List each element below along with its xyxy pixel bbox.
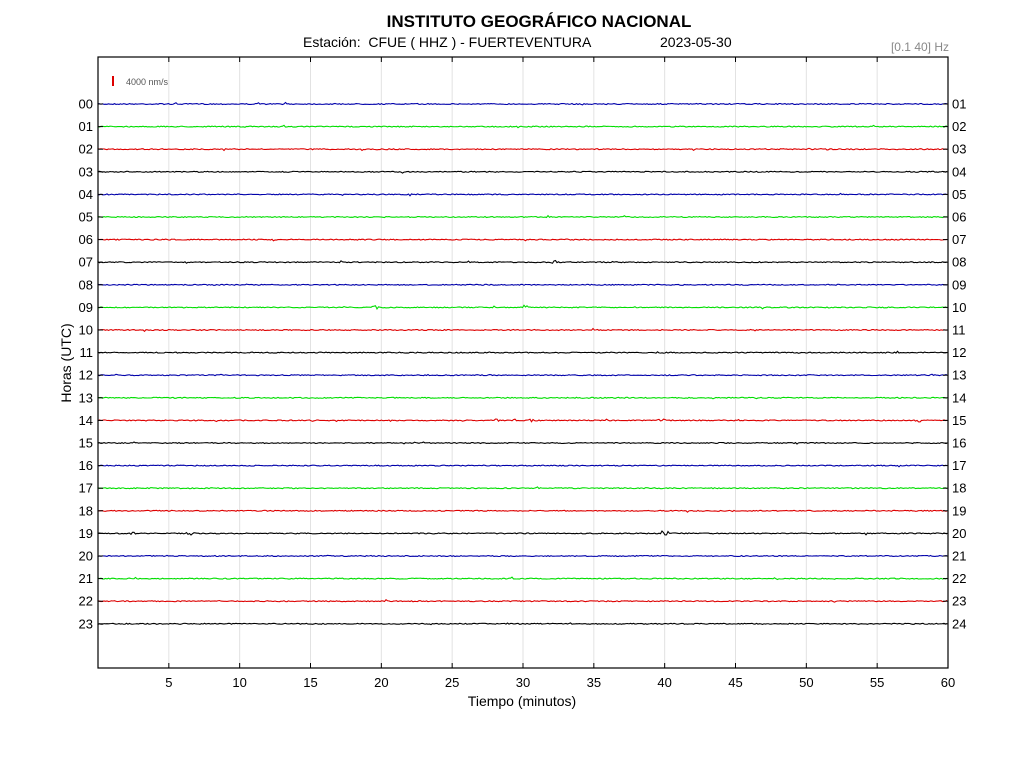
trace-hour-17 bbox=[97, 486, 948, 490]
trace-hour-10 bbox=[97, 327, 948, 333]
trace-hour-23 bbox=[97, 622, 948, 626]
hour-label-right: 04 bbox=[952, 164, 966, 179]
hour-label-left: 20 bbox=[79, 549, 93, 564]
chart-title: INSTITUTO GEOGRÁFICO NACIONAL bbox=[386, 12, 692, 31]
x-tick-label: 40 bbox=[657, 675, 671, 690]
hour-label-left: 11 bbox=[80, 345, 94, 360]
hour-label-left: 13 bbox=[79, 390, 93, 405]
hour-label-right: 12 bbox=[952, 345, 966, 360]
x-tick-label: 15 bbox=[303, 675, 317, 690]
hour-label-left: 21 bbox=[79, 571, 93, 586]
grid-lines bbox=[168, 57, 878, 668]
hour-label-right: 14 bbox=[952, 390, 966, 405]
hour-label-right: 07 bbox=[952, 232, 966, 247]
scale-bar: 4000 nm/s bbox=[112, 76, 169, 87]
hour-label-left: 00 bbox=[79, 97, 93, 112]
trace-hour-04 bbox=[97, 192, 948, 197]
hour-label-right: 06 bbox=[952, 210, 966, 225]
x-tick-label: 45 bbox=[728, 675, 742, 690]
trace-hour-07 bbox=[97, 259, 948, 264]
hour-label-right: 16 bbox=[952, 436, 966, 451]
hour-label-right: 15 bbox=[952, 413, 966, 428]
axis-tick-labels: 5 10 15 20 25 30 35 40 45 50 55 60 00 01 01 02 02 03 03 04 0… bbox=[79, 97, 967, 691]
trace-hour-22 bbox=[97, 599, 948, 603]
hour-label-left: 12 bbox=[79, 368, 93, 383]
hour-label-left: 02 bbox=[79, 142, 93, 157]
x-tick-label: 35 bbox=[587, 675, 601, 690]
hour-label-right: 13 bbox=[952, 368, 966, 383]
hour-label-right: 21 bbox=[952, 549, 966, 564]
hour-label-left: 07 bbox=[79, 255, 93, 270]
hour-label-left: 23 bbox=[79, 616, 93, 631]
hour-label-left: 19 bbox=[79, 526, 93, 541]
axis-ticks bbox=[98, 57, 949, 668]
trace-hour-09 bbox=[97, 304, 948, 311]
hour-label-right: 23 bbox=[952, 594, 966, 609]
hour-label-left: 05 bbox=[79, 210, 93, 225]
hour-label-right: 20 bbox=[952, 526, 966, 541]
hour-label-left: 08 bbox=[79, 277, 93, 292]
x-tick-label: 30 bbox=[516, 675, 530, 690]
trace-hour-21 bbox=[97, 576, 948, 581]
trace-hour-13 bbox=[97, 396, 948, 400]
hour-label-left: 01 bbox=[79, 119, 93, 134]
hour-label-left: 16 bbox=[79, 458, 93, 473]
hour-label-left: 22 bbox=[79, 594, 93, 609]
hour-label-right: 08 bbox=[952, 255, 966, 270]
hour-label-right: 17 bbox=[952, 458, 966, 473]
x-tick-label: 60 bbox=[941, 675, 955, 690]
trace-hour-05 bbox=[97, 214, 948, 219]
hour-label-right: 01 bbox=[952, 97, 966, 112]
trace-hour-08 bbox=[97, 283, 948, 286]
x-tick-label: 10 bbox=[232, 675, 246, 690]
hour-label-left: 15 bbox=[79, 436, 93, 451]
hour-label-left: 18 bbox=[79, 503, 93, 518]
hour-label-left: 03 bbox=[79, 164, 93, 179]
date-label: 2023-05-30 bbox=[660, 34, 732, 50]
trace-hour-14 bbox=[97, 418, 948, 423]
hour-label-right: 10 bbox=[952, 300, 966, 315]
scale-bar-label: 4000 nm/s bbox=[126, 77, 169, 87]
trace-hour-11 bbox=[97, 350, 948, 354]
hour-label-left: 09 bbox=[79, 300, 93, 315]
trace-hour-12 bbox=[97, 373, 948, 377]
hour-label-right: 03 bbox=[952, 142, 966, 157]
hour-label-left: 04 bbox=[79, 187, 93, 202]
x-tick-label: 55 bbox=[870, 675, 884, 690]
x-tick-label: 50 bbox=[799, 675, 813, 690]
trace-hour-02 bbox=[97, 147, 948, 152]
hour-label-right: 11 bbox=[952, 323, 966, 338]
trace-hour-18 bbox=[97, 509, 948, 513]
hour-label-right: 18 bbox=[952, 481, 966, 496]
hour-label-left: 17 bbox=[79, 481, 93, 496]
hour-label-right: 02 bbox=[952, 119, 966, 134]
trace-hour-01 bbox=[97, 124, 948, 129]
x-axis-label: Tiempo (minutos) bbox=[468, 693, 576, 709]
trace-hour-00 bbox=[97, 101, 948, 106]
trace-hour-19 bbox=[97, 530, 948, 536]
y-axis-label: Horas (UTC) bbox=[58, 323, 74, 402]
trace-hour-20 bbox=[97, 554, 948, 558]
hour-label-right: 05 bbox=[952, 187, 966, 202]
hour-label-right: 22 bbox=[952, 571, 966, 586]
trace-hour-06 bbox=[97, 238, 948, 242]
trace-hour-16 bbox=[97, 464, 948, 468]
filter-band-label: [0.1 40] Hz bbox=[890, 40, 949, 54]
hour-label-right: 19 bbox=[952, 503, 966, 518]
hour-label-right: 09 bbox=[952, 277, 966, 292]
x-tick-label: 5 bbox=[165, 675, 172, 690]
hour-label-left: 14 bbox=[79, 413, 93, 428]
trace-lines bbox=[97, 101, 948, 626]
hour-label-left: 06 bbox=[79, 232, 93, 247]
hour-label-left: 10 bbox=[79, 323, 93, 338]
x-tick-label: 20 bbox=[374, 675, 388, 690]
trace-hour-03 bbox=[97, 170, 948, 174]
station-label: Estación: CFUE ( HHZ ) - FUERTEVENTURA bbox=[303, 34, 592, 50]
trace-hour-15 bbox=[97, 441, 948, 445]
x-tick-label: 25 bbox=[445, 675, 459, 690]
hour-label-right: 24 bbox=[952, 616, 966, 631]
